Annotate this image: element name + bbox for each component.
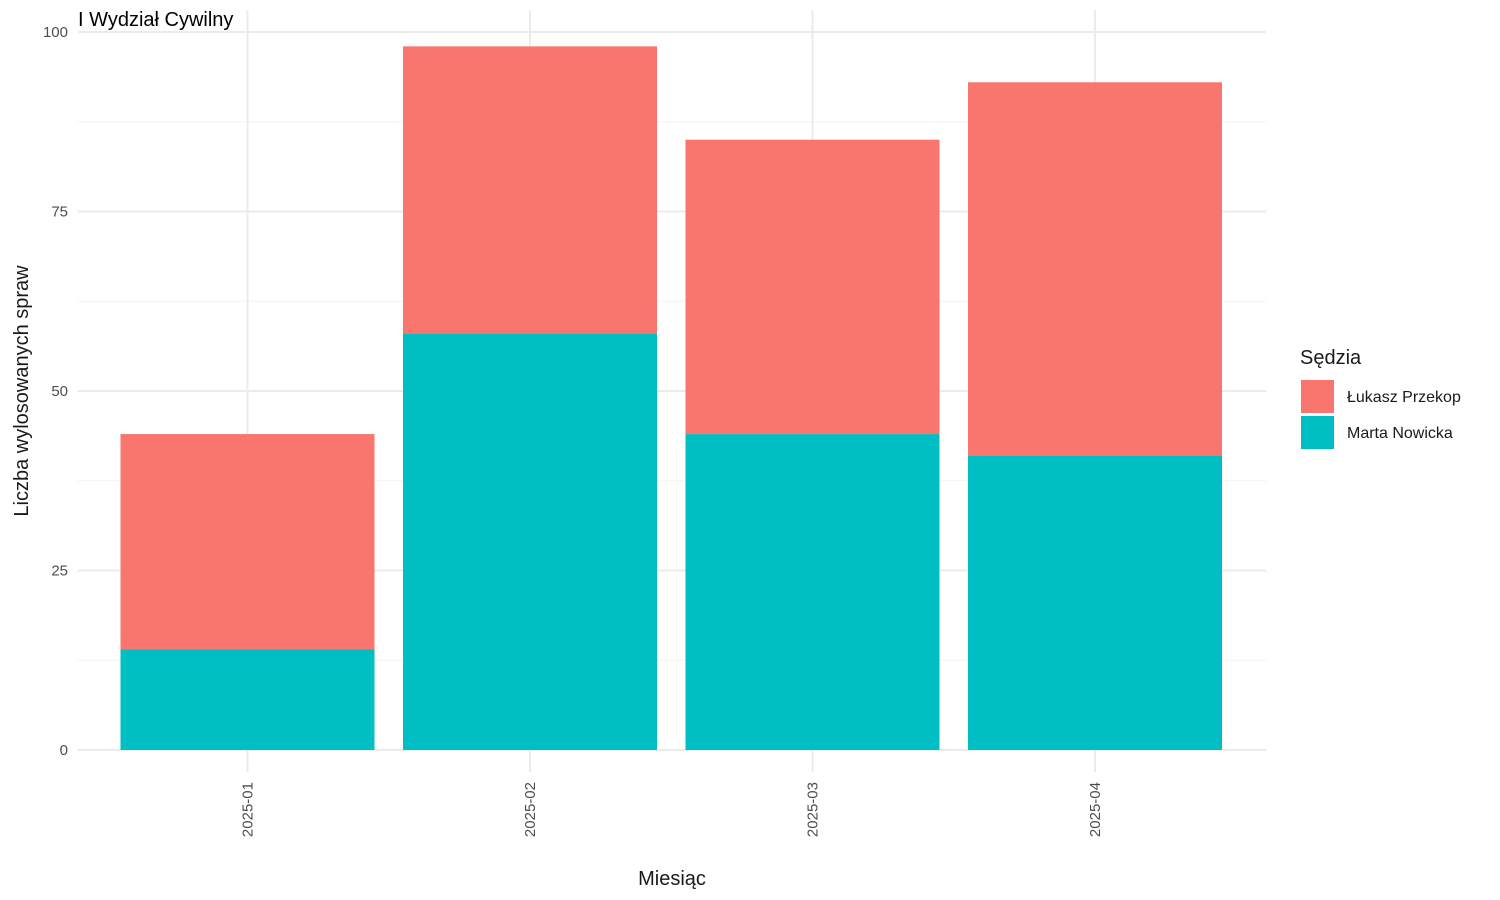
legend-title: Sędzia — [1300, 347, 1362, 369]
x-tick-label: 2025-02 — [522, 782, 539, 837]
legend-key--ukasz-przekop — [1301, 380, 1334, 413]
legend-label--ukasz-przekop: Łukasz Przekop — [1347, 389, 1461, 406]
y-tick-label: 25 — [51, 563, 68, 580]
bar-2025-02--ukasz-przekop — [403, 46, 657, 334]
bar-2025-01-marta-nowicka — [120, 649, 375, 750]
bars-group — [120, 46, 1222, 750]
x-axis-ticks: 2025-01 2025-02 2025-03 2025-04 — [240, 782, 1105, 837]
x-tick-label: 2025-03 — [805, 782, 822, 837]
legend-label-marta-nowicka: Marta Nowicka — [1347, 425, 1453, 442]
y-tick-label: 75 — [51, 204, 68, 221]
chart-title: I Wydział Cywilny — [78, 9, 233, 31]
x-axis-title: Miesiąc — [638, 868, 706, 890]
bar-2025-03--ukasz-przekop — [685, 139, 940, 435]
bar-2025-01--ukasz-przekop — [120, 434, 375, 650]
y-tick-label: 100 — [43, 24, 68, 41]
bar-2025-04-marta-nowicka — [968, 455, 1222, 750]
y-tick-label: 50 — [51, 383, 68, 400]
bar-2025-02-marta-nowicka — [403, 333, 657, 750]
x-tick-label: 2025-04 — [1087, 782, 1104, 837]
legend-key-marta-nowicka — [1301, 416, 1334, 449]
bar-2025-04--ukasz-przekop — [968, 82, 1222, 456]
y-axis-title: Liczba wylosowanych spraw — [11, 265, 33, 517]
y-tick-label: 0 — [60, 742, 68, 759]
legend: Sędzia Łukasz Przekop Marta Nowicka — [1300, 347, 1461, 449]
x-tick-label: 2025-01 — [240, 782, 257, 837]
bar-2025-03-marta-nowicka — [685, 434, 940, 750]
y-axis-ticks: 0 25 50 75 100 — [43, 24, 68, 759]
